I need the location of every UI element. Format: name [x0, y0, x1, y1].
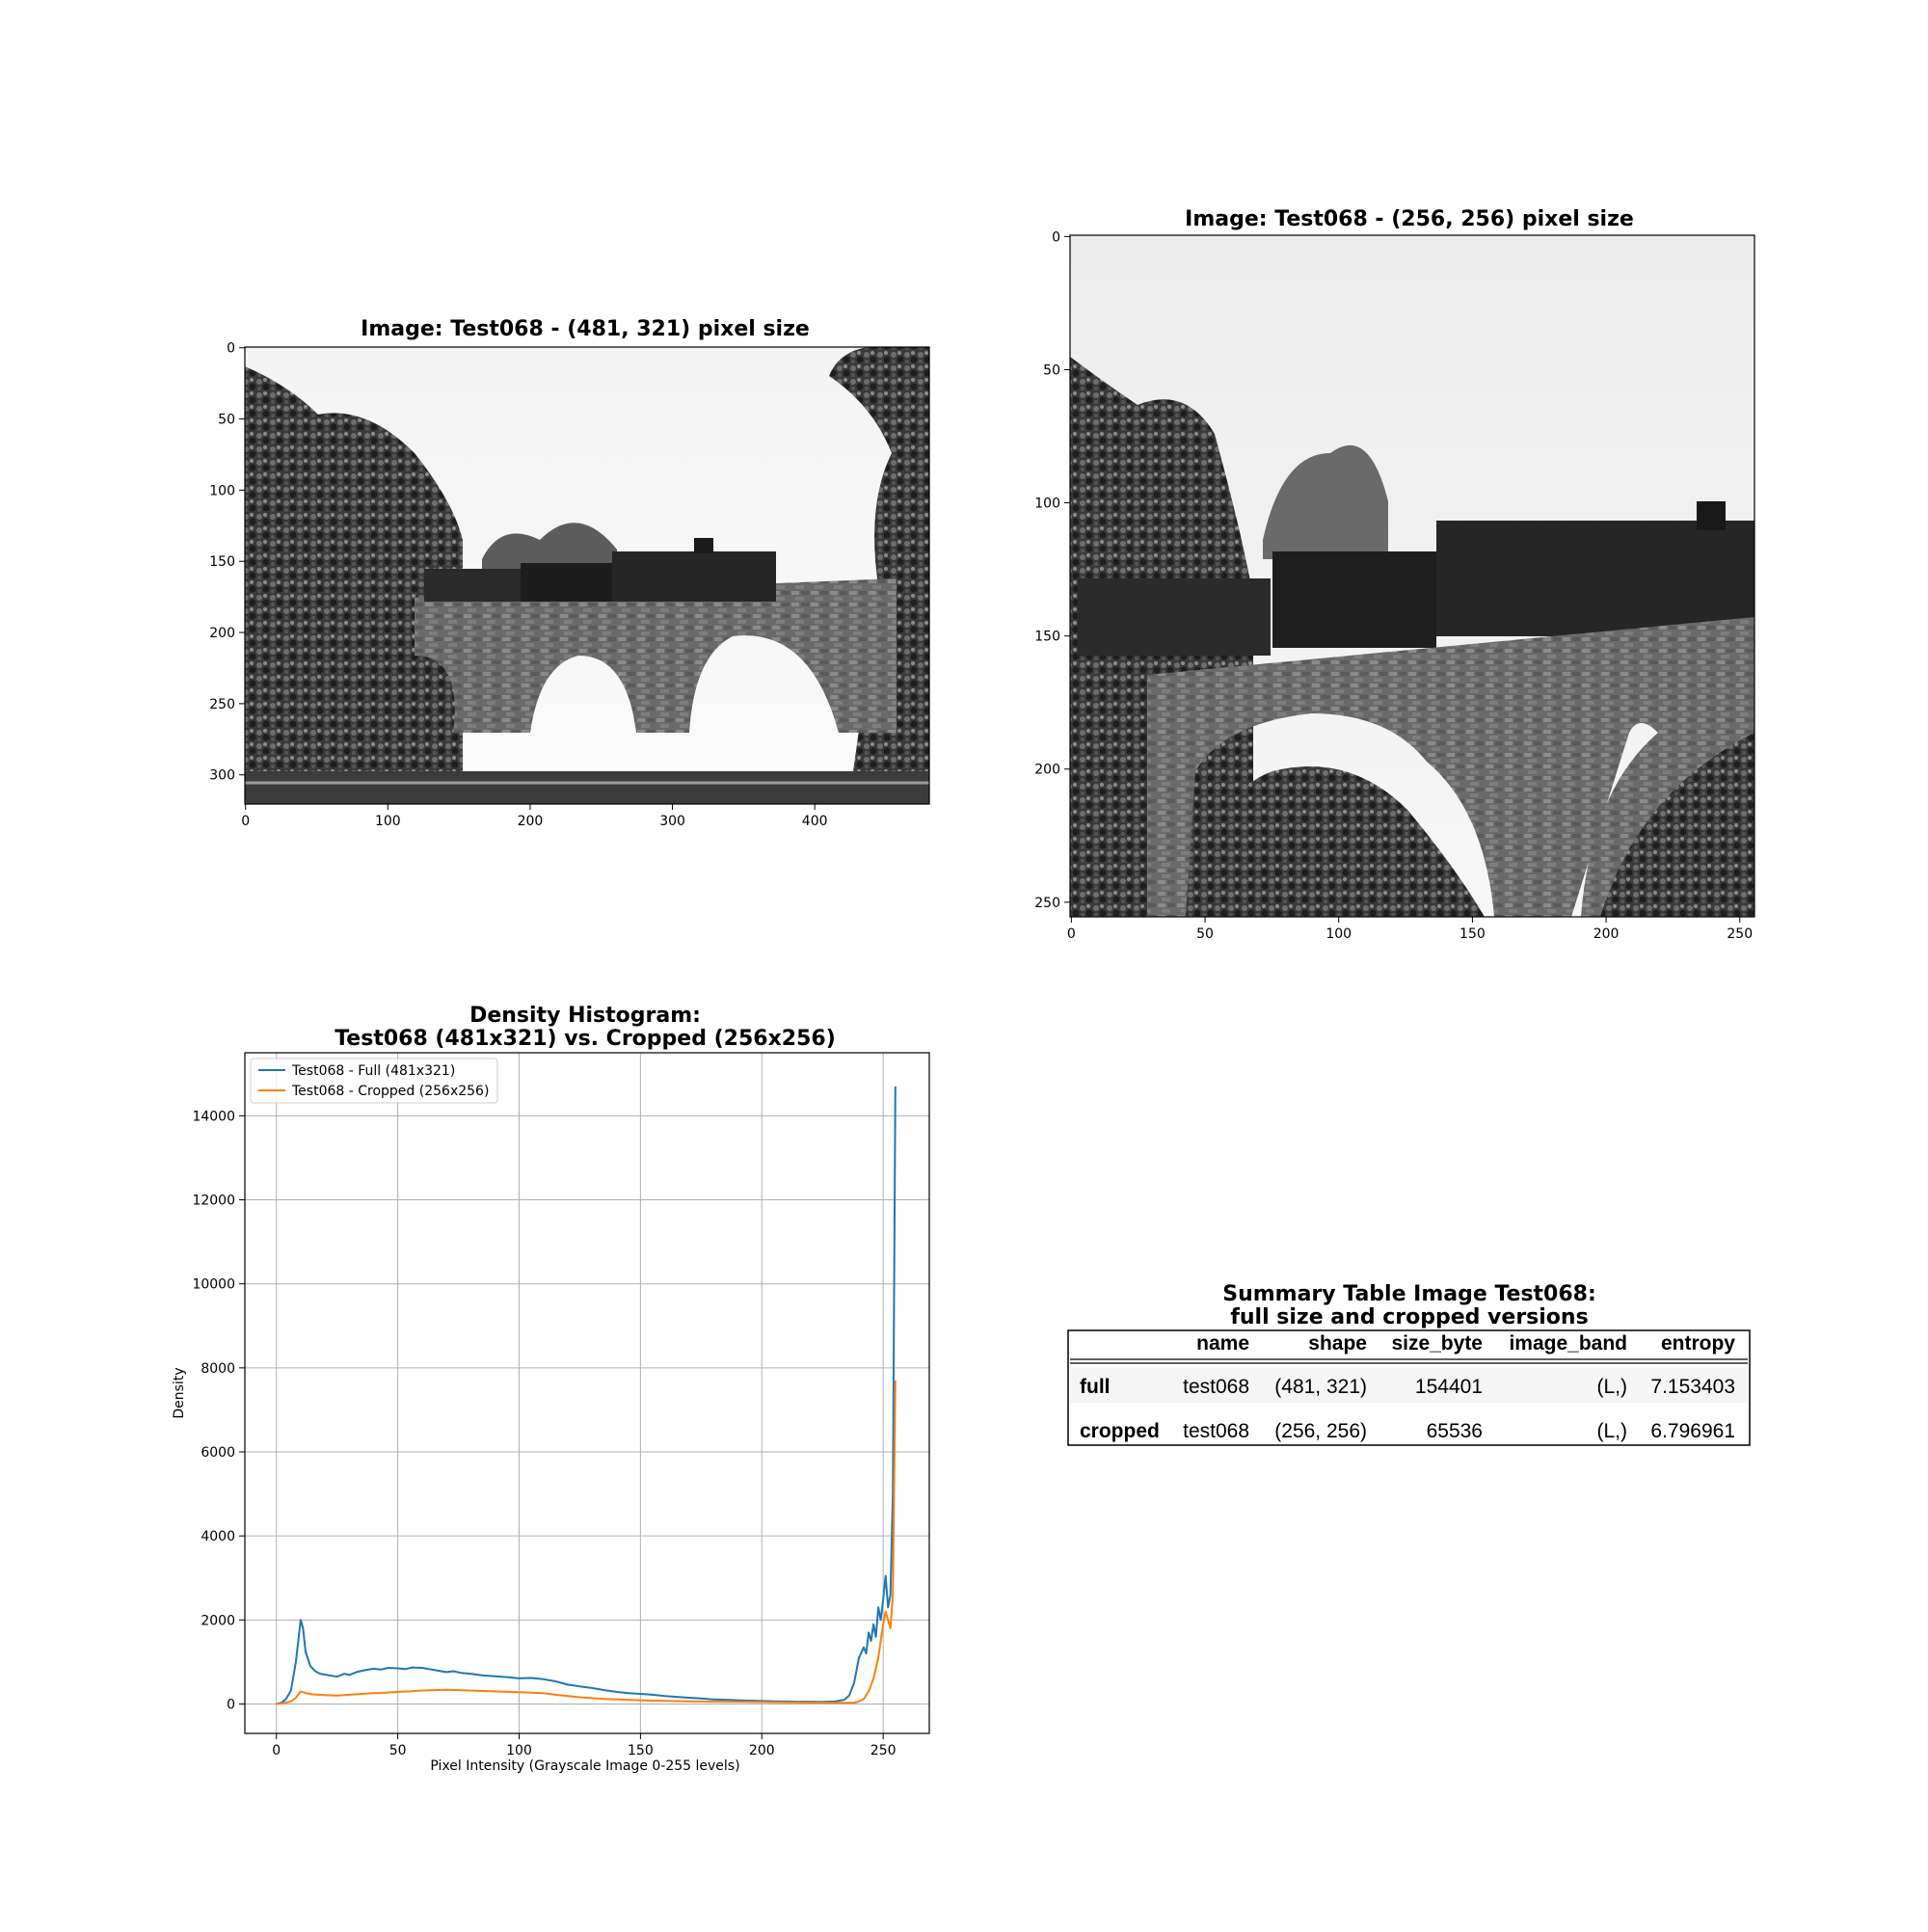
- table-cell: 154401: [1415, 1376, 1483, 1398]
- table-header-shape: shape: [1308, 1332, 1367, 1355]
- full-image-x-tick-label: 300: [659, 814, 685, 829]
- cropped-image-y-tick-label: 0: [1052, 229, 1060, 245]
- histogram-y-tick-label: 10000: [192, 1277, 235, 1293]
- table-cell: test068: [1183, 1420, 1249, 1442]
- full-image-y-tick-label: 100: [209, 483, 235, 498]
- full-image-y-tick-label: 50: [218, 413, 235, 428]
- cropped-image-y-tick-label: 50: [1043, 362, 1060, 378]
- table-cell: (256, 256): [1274, 1420, 1367, 1442]
- table-header-image_band: image_band: [1509, 1332, 1627, 1355]
- histogram-y-tick-label: 8000: [201, 1361, 235, 1377]
- full-image-y-tick-label: 300: [209, 768, 235, 784]
- cropped-image-y-tick-label: 250: [1034, 896, 1060, 911]
- cropped-image-picture: [1070, 235, 1754, 917]
- histogram-legend: Test068 - Full (481x321) Test068 - Cropp…: [250, 1058, 498, 1104]
- summary-table-frame: [1067, 1329, 1751, 1446]
- cropped-image-x-tick-label: 50: [1196, 926, 1214, 942]
- table-header-entropy: entropy: [1661, 1332, 1735, 1355]
- summary-table-title-line1: Summary Table Image Test068:: [1222, 1282, 1596, 1306]
- full-image-panel: Image: Test068 - (481, 321) pixel size 0…: [209, 317, 930, 829]
- histogram-lines: [276, 1086, 897, 1705]
- histogram-y-tick-label: 6000: [201, 1445, 235, 1461]
- histogram-x-tick-label: 100: [506, 1743, 532, 1758]
- cropped-image-x-tick-label: 100: [1326, 926, 1352, 942]
- histogram-x-tick-label: 50: [389, 1743, 407, 1758]
- full-image-y-tick-label: 0: [227, 341, 235, 357]
- cropped-image-y-tick-label: 100: [1034, 496, 1060, 512]
- table-cell: (L,): [1597, 1376, 1628, 1398]
- histogram-grid: [245, 1053, 929, 1733]
- table-cell: (L,): [1597, 1420, 1628, 1442]
- cropped-image-y-tick-label: 150: [1034, 630, 1060, 645]
- series-line-full: [276, 1086, 897, 1705]
- full-image-picture: [245, 347, 929, 804]
- full-image-x-tick-label: 100: [375, 814, 401, 829]
- cropped-image-panel: Image: Test068 - (256, 256) pixel size 0…: [1034, 207, 1755, 942]
- full-image-x-tick-label: 0: [241, 814, 250, 829]
- histogram-y-tick-label: 2000: [201, 1613, 235, 1628]
- legend-label-full: Test068 - Full (481x321): [291, 1063, 455, 1079]
- histogram-x-tick-label: 0: [272, 1743, 281, 1758]
- table-row-label: full: [1080, 1376, 1111, 1398]
- histogram-y-tick-label: 12000: [192, 1194, 235, 1209]
- legend-label-cropped: Test068 - Cropped (256x256): [291, 1084, 489, 1099]
- table-cell: 6.796961: [1650, 1420, 1735, 1442]
- summary-table-title-line2: full size and cropped versions: [1230, 1305, 1588, 1329]
- full-image-axes: 0 100 200 300 400 0 50 100 150 200 250 300: [209, 341, 827, 829]
- cropped-image-y-tick-label: 200: [1034, 763, 1060, 778]
- cropped-image-x-tick-label: 150: [1459, 926, 1486, 942]
- cropped-image-x-tick-label: 0: [1067, 926, 1076, 942]
- histogram-x-tick-label: 150: [628, 1743, 654, 1758]
- cropped-image-x-tick-label: 200: [1593, 926, 1620, 942]
- histogram-title-line1: Density Histogram:: [469, 1004, 701, 1028]
- histogram-x-tick-label: 250: [870, 1743, 897, 1758]
- table-header-size_byte: size_byte: [1391, 1332, 1483, 1355]
- histogram-y-tick-label: 0: [227, 1697, 235, 1712]
- full-image-y-tick-label: 200: [209, 626, 235, 641]
- cropped-image-axes: 0 50 100 150 200 250 0 50 100 150 200 250: [1034, 229, 1753, 942]
- cropped-image-title: Image: Test068 - (256, 256) pixel size: [1185, 207, 1634, 231]
- summary-table: name shape size_byte image_band entropy full t…: [1080, 1332, 1735, 1442]
- histogram-title-line2: Test068 (481x321) vs. Cropped (256x256): [335, 1027, 836, 1051]
- summary-table-row-stripe: [1070, 1367, 1748, 1403]
- full-image-y-tick-label: 250: [209, 697, 235, 712]
- summary-table-panel: Summary Table Image Test068: full size a…: [1067, 1282, 1751, 1446]
- cropped-image-x-tick-label: 250: [1727, 926, 1753, 942]
- full-image-title: Image: Test068 - (481, 321) pixel size: [361, 317, 810, 341]
- histogram-ylabel: Density: [172, 1367, 187, 1418]
- histogram-y-tick-label: 14000: [192, 1109, 235, 1124]
- full-image-x-tick-label: 200: [518, 814, 544, 829]
- density-histogram-panel: Density Histogram: Test068 (481x321) vs.…: [172, 1004, 930, 1774]
- full-image-y-tick-label: 150: [209, 554, 235, 570]
- table-row-label: cropped: [1080, 1420, 1160, 1442]
- table-cell: (481, 321): [1274, 1376, 1367, 1398]
- table-cell: 7.153403: [1650, 1376, 1735, 1398]
- table-cell: 65536: [1427, 1420, 1483, 1442]
- series-line-cropped: [276, 1380, 897, 1705]
- histogram-xlabel: Pixel Intensity (Grayscale Image 0-255 l…: [430, 1758, 739, 1774]
- histogram-y-tick-label: 4000: [201, 1529, 235, 1544]
- histogram-ticks: 0 50 100 150 200 250 0 2000 4000 6000 8000 10000 120…: [192, 1109, 896, 1758]
- histogram-x-tick-label: 200: [749, 1743, 775, 1758]
- table-cell: test068: [1183, 1376, 1249, 1398]
- full-image-x-tick-label: 400: [802, 814, 828, 829]
- table-header-name: name: [1196, 1332, 1249, 1355]
- histogram-frame: [244, 1052, 930, 1734]
